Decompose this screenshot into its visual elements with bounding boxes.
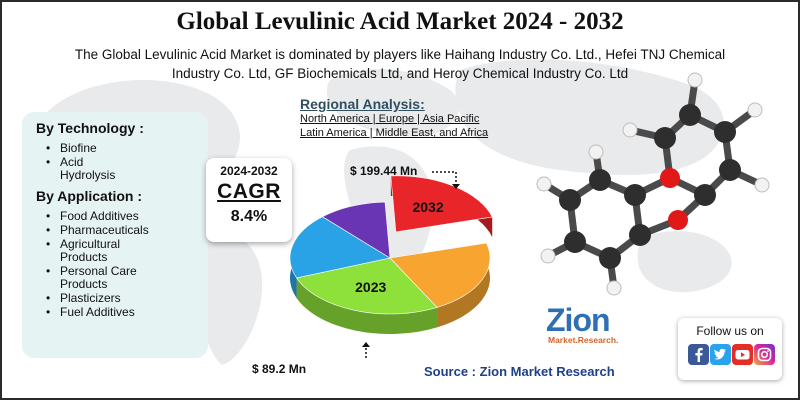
callout-leader-line bbox=[432, 171, 457, 185]
pie-slice-side bbox=[437, 243, 490, 328]
logo-word: Zion bbox=[546, 302, 611, 338]
cagr-card: 2024-2032 CAGR 8.4% bbox=[206, 158, 292, 242]
instagram-icon[interactable] bbox=[754, 344, 775, 365]
callout-2032-value: $ 199.44 Mn bbox=[350, 164, 418, 178]
source-text: Source : Zion Market Research bbox=[424, 364, 615, 379]
molecule-icon bbox=[536, 72, 770, 296]
callout-arrow bbox=[362, 342, 370, 347]
application-list: Food Additives Pharmaceuticals Agricultu… bbox=[36, 210, 200, 320]
list-item: Acid Hydrolysis bbox=[46, 156, 136, 182]
page-subtitle: The Global Levulinic Acid Market is domi… bbox=[40, 45, 760, 83]
pie-slice bbox=[289, 216, 391, 279]
callout-2023-value: $ 89.2 Mn bbox=[252, 362, 307, 376]
regional-line-1: North America | Europe | Asia Pacific bbox=[300, 113, 480, 125]
pie-slice bbox=[389, 242, 491, 308]
follow-us-box: Follow us on bbox=[678, 318, 782, 380]
technology-heading: By Technology : bbox=[36, 120, 144, 136]
follow-label: Follow us on bbox=[696, 324, 764, 338]
market-pie-chart: 2032 2023 bbox=[289, 171, 493, 360]
application-heading: By Application : bbox=[36, 188, 143, 204]
pie-slice bbox=[321, 201, 391, 259]
callout-arrow bbox=[452, 184, 460, 189]
subtitle-line-2: Industry Co. Ltd, GF Biochemicals Ltd, a… bbox=[171, 66, 629, 81]
regional-title: Regional Analysis: bbox=[300, 96, 425, 112]
callout-leader-line bbox=[365, 346, 367, 360]
cagr-value: 8.4% bbox=[230, 208, 268, 225]
pie-slice-side bbox=[296, 277, 438, 334]
list-item: Biofine bbox=[46, 142, 200, 156]
youtube-icon[interactable] bbox=[732, 344, 753, 365]
cagr-label: CAGR bbox=[217, 180, 281, 203]
list-item: Agricultural Products bbox=[46, 238, 156, 264]
logo-subtext: Market.Research. bbox=[548, 335, 619, 345]
list-item: Pharmaceuticals bbox=[46, 224, 200, 238]
twitter-icon[interactable] bbox=[710, 344, 731, 365]
facebook-icon[interactable] bbox=[688, 344, 709, 365]
pie-slice bbox=[296, 257, 438, 315]
regional-analysis: Regional Analysis: North America | Europ… bbox=[300, 96, 488, 140]
list-item: Plasticizers bbox=[46, 292, 200, 306]
pie-slice-label: 2032 bbox=[412, 199, 443, 215]
subtitle-line-1: The Global Levulinic Acid Market is domi… bbox=[74, 47, 726, 62]
regional-line-2: Latin America | Middle East, and Africa bbox=[300, 127, 489, 139]
pie-slice-label: 2023 bbox=[355, 279, 386, 295]
list-item: Personal Care Products bbox=[46, 265, 156, 291]
cagr-years: 2024-2032 bbox=[220, 164, 278, 178]
page-title: Global Levulinic Acid Market 2024 - 2032 bbox=[176, 8, 624, 35]
list-item: Food Additives bbox=[46, 210, 200, 224]
list-item: Fuel Additives bbox=[46, 306, 200, 320]
brand-logo: Zion Market.Research. bbox=[546, 302, 636, 350]
technology-list: Biofine Acid Hydrolysis bbox=[36, 142, 200, 182]
segments-panel: By Technology : Biofine Acid Hydrolysis … bbox=[22, 112, 208, 358]
